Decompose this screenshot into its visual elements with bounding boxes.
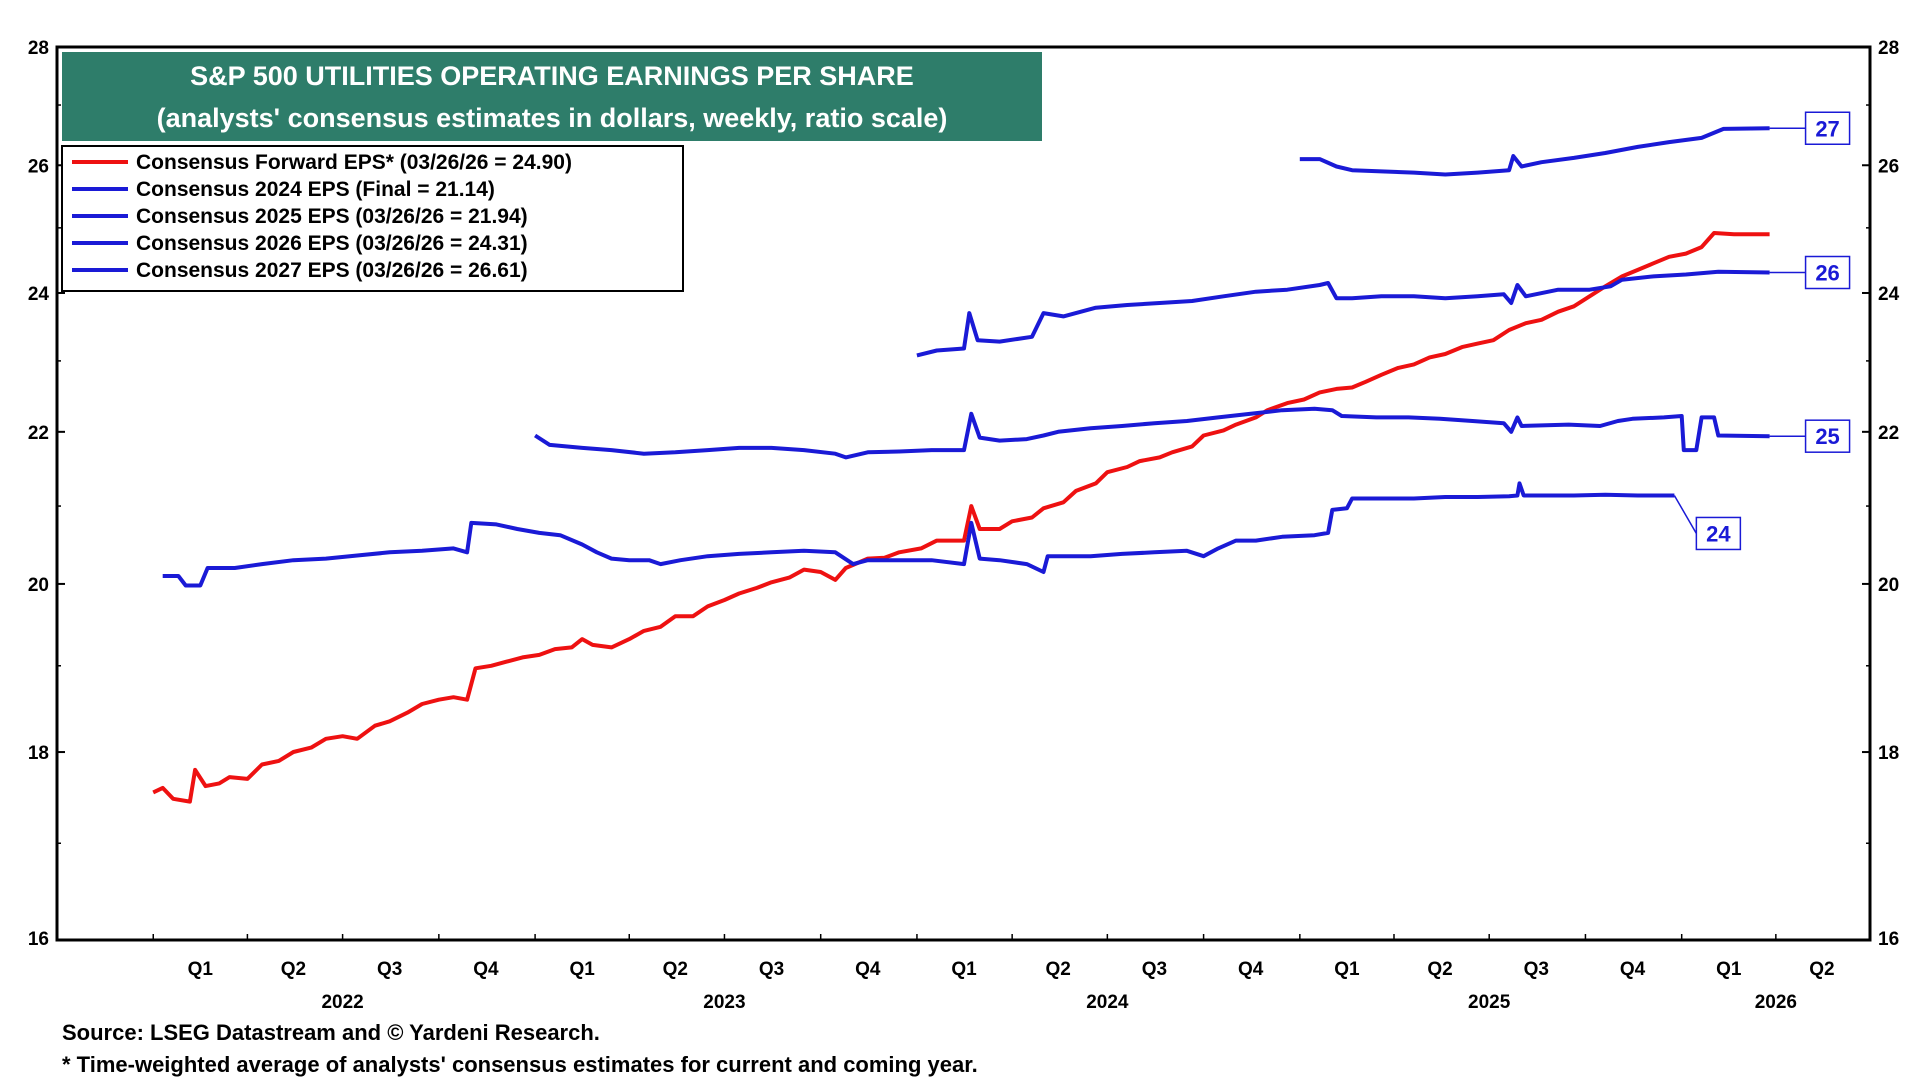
legend-label-2026: Consensus 2026 EPS (03/26/26 = 24.31) [136, 232, 528, 255]
callout-box [1695, 516, 1742, 551]
x-quarter-label: Q1 [569, 959, 595, 980]
callout-leader [1673, 495, 1698, 534]
x-quarter-label: Q3 [1142, 959, 1167, 980]
callout-layer: 27 26 25 24 [1673, 111, 1851, 551]
legend-label-2025: Consensus 2025 EPS (03/26/26 = 21.94) [136, 205, 528, 228]
y-tick-right-label: 16 [1878, 929, 1899, 950]
x-quarter-label: Q3 [1524, 959, 1549, 980]
series-layer [152, 126, 1770, 804]
plot-frame [55, 45, 1872, 942]
chart-subtitle: (analysts' consensus estimates in dollar… [157, 103, 948, 133]
x-quarter-label: Q2 [1045, 959, 1070, 980]
chart-title: S&P 500 UTILITIES OPERATING EARNINGS PER… [190, 61, 914, 91]
y-tick-left-label: 24 [28, 284, 50, 305]
series-line-0 [152, 231, 1770, 804]
y-tick-left-label: 20 [28, 575, 49, 596]
x-year-label: 2026 [1755, 992, 1797, 1013]
source-note: Source: LSEG Datastream and © Yardeni Re… [62, 1020, 600, 1045]
footnote: * Time-weighted average of analysts' con… [62, 1052, 978, 1077]
callout-label: 25 [1815, 424, 1839, 449]
callout-label: 26 [1815, 261, 1839, 286]
legend-box [61, 145, 684, 292]
y-tick-right-label: 28 [1878, 38, 1899, 59]
x-year-label: 2022 [321, 992, 363, 1013]
callout-box [1804, 111, 1851, 146]
y-tick-left-label: 16 [28, 929, 49, 950]
y-tick-right-label: 24 [1878, 284, 1900, 305]
x-quarter-label: Q2 [281, 959, 306, 980]
series-line-4 [1299, 126, 1770, 177]
y-tick-left-label: 18 [28, 743, 49, 764]
legend-label-2027: Consensus 2027 EPS (03/26/26 = 26.61) [136, 259, 528, 282]
x-year-label: 2023 [703, 992, 745, 1013]
x-year-label: 2025 [1468, 992, 1511, 1013]
y-tick-left-label: 28 [28, 38, 49, 59]
callout-box [1804, 255, 1851, 290]
x-quarter-label: Q3 [377, 959, 402, 980]
y-tick-right-label: 20 [1878, 575, 1899, 596]
x-quarter-label: Q1 [951, 959, 977, 980]
x-year-label: 2024 [1086, 992, 1129, 1013]
callout-label: 27 [1815, 116, 1839, 141]
series-line-1 [162, 481, 1675, 588]
x-quarter-label: Q3 [759, 959, 784, 980]
x-quarter-label: Q1 [1716, 959, 1742, 980]
y-tick-right-label: 22 [1878, 423, 1899, 444]
x-quarter-label: Q4 [1620, 959, 1646, 980]
series-line-2 [534, 406, 1770, 460]
legend-label-2024: Consensus 2024 EPS (Final = 21.14) [136, 178, 495, 201]
x-quarter-label: Q2 [1427, 959, 1452, 980]
x-quarter-label: Q2 [1809, 959, 1834, 980]
x-quarter-label: Q4 [1238, 959, 1264, 980]
y-tick-left-label: 26 [28, 156, 49, 177]
y-tick-right-label: 26 [1878, 156, 1899, 177]
x-quarter-label: Q4 [855, 959, 881, 980]
y-tick-right-label: 18 [1878, 743, 1899, 764]
callout-label: 24 [1706, 521, 1731, 546]
legend-label-forward: Consensus Forward EPS* (03/26/26 = 24.90… [136, 151, 572, 174]
x-quarter-label: Q1 [1334, 959, 1360, 980]
legend: Consensus Forward EPS* (03/26/26 = 24.90… [61, 145, 684, 292]
title-box: S&P 500 UTILITIES OPERATING EARNINGS PER… [62, 52, 1042, 141]
x-quarter-label: Q2 [663, 959, 688, 980]
x-quarter-label: Q1 [188, 959, 214, 980]
x-quarter-label: Q4 [473, 959, 499, 980]
title-background [62, 52, 1042, 141]
series-line-3 [916, 269, 1770, 358]
y-tick-left-label: 22 [28, 423, 49, 444]
callout-box [1804, 419, 1851, 453]
